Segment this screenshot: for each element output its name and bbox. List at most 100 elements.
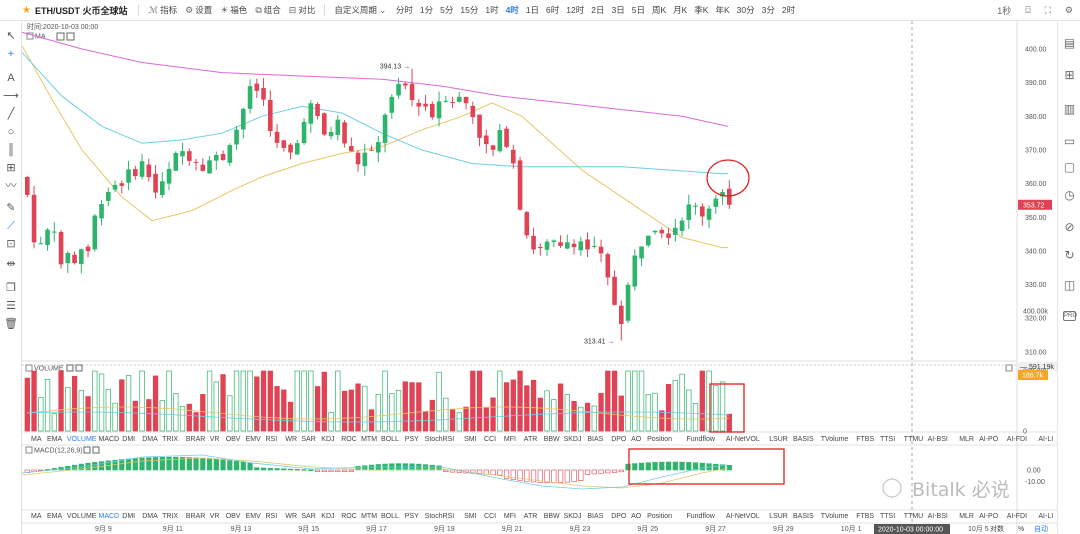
volume-bar[interactable]: [692, 403, 699, 432]
pane-expand-icon[interactable]: [1005, 364, 1013, 372]
volume-bar[interactable]: [200, 394, 206, 432]
candle-body[interactable]: [531, 235, 536, 250]
volume-bar[interactable]: [389, 393, 395, 432]
volume-bar[interactable]: [125, 375, 132, 432]
candle-body[interactable]: [443, 100, 449, 102]
volume-bar[interactable]: [490, 397, 496, 432]
volume-bar[interactable]: [51, 413, 57, 432]
indicator-tab-basis[interactable]: BASIS: [793, 513, 814, 520]
candle-body[interactable]: [166, 168, 172, 184]
candle-body[interactable]: [254, 83, 260, 91]
candle-body[interactable]: [477, 114, 482, 138]
indicator-tab-roc[interactable]: ROC: [341, 436, 357, 443]
candle-body[interactable]: [25, 176, 30, 195]
candle-body[interactable]: [727, 188, 732, 205]
volume-bar[interactable]: [233, 370, 240, 432]
indicator-tab-mlr[interactable]: MLR: [959, 513, 974, 520]
volume-bar[interactable]: [179, 406, 186, 432]
volume-bar[interactable]: [240, 370, 246, 432]
indicator-tab-sar[interactable]: SAR: [301, 513, 315, 520]
volume-bar[interactable]: [686, 389, 692, 432]
volume-bar[interactable]: [213, 381, 219, 432]
indicator-tab-ai-bsi[interactable]: AI-BSI: [928, 513, 948, 520]
volume-bar[interactable]: [618, 395, 624, 432]
volume-bar[interactable]: [227, 395, 233, 432]
wave-tool-icon[interactable]: 〰: [5, 180, 17, 192]
candle-body[interactable]: [484, 135, 489, 145]
volume-bar[interactable]: [665, 383, 672, 432]
indicator-tab-bias[interactable]: BIAS: [587, 513, 603, 520]
volume-bar[interactable]: [348, 389, 354, 432]
indicator-tab-wr[interactable]: WR: [285, 513, 297, 520]
indicator-tab-trix[interactable]: TRIX: [162, 513, 178, 520]
candle-body[interactable]: [619, 305, 624, 325]
indicator-tab-rsi[interactable]: RSI: [266, 513, 278, 520]
indicator-tab-dpo[interactable]: DPO: [611, 436, 627, 443]
message-icon[interactable]: ◫: [1063, 278, 1076, 292]
indicator-tab-bias[interactable]: BIAS: [587, 436, 603, 443]
candle-body[interactable]: [214, 154, 219, 161]
volume-bar[interactable]: [98, 373, 105, 432]
volume-bar[interactable]: [220, 374, 226, 432]
indicator-tab-ftbs[interactable]: FTBS: [856, 513, 874, 520]
indicator-tab-ai-po[interactable]: AI-PO: [979, 436, 999, 443]
pencil-icon[interactable]: ✎: [6, 202, 16, 214]
indicator-tab-obv[interactable]: OBV: [226, 436, 241, 443]
candle-body[interactable]: [106, 191, 111, 201]
indicator-tab-kdj[interactable]: KDJ: [321, 513, 334, 520]
indicator-tab-ai-li[interactable]: AI-LI: [1038, 513, 1053, 520]
candle-body[interactable]: [538, 246, 543, 249]
indicator-tab-ai-li[interactable]: AI-LI: [1038, 436, 1053, 443]
indicator-tab-lsur[interactable]: LSUR: [769, 436, 788, 443]
volume-bar[interactable]: [355, 383, 361, 432]
kline-chart[interactable]: 400.00 390.00 380.00 370.00 360.00 350.00 340.…: [22, 21, 1057, 534]
candle-body[interactable]: [295, 143, 300, 155]
volume-bar[interactable]: [416, 382, 422, 432]
candle-body[interactable]: [85, 246, 91, 252]
volume-bar[interactable]: [638, 370, 645, 432]
candle-body[interactable]: [592, 245, 597, 247]
bar-chart-icon[interactable]: ▥: [1063, 102, 1076, 116]
interval-tab[interactable]: 5分: [440, 5, 454, 15]
list-icon[interactable]: ☰: [6, 300, 16, 312]
volume-bar[interactable]: [584, 402, 591, 432]
candle-body[interactable]: [396, 83, 401, 96]
candle-body[interactable]: [470, 105, 476, 118]
candle-body[interactable]: [423, 103, 428, 107]
volume-bar[interactable]: [659, 410, 665, 432]
candle-body[interactable]: [112, 184, 118, 190]
candle-body[interactable]: [301, 121, 307, 144]
volume-bar[interactable]: [456, 412, 462, 432]
channel-tool-icon[interactable]: ║: [7, 144, 15, 156]
indicator-tab-dmi[interactable]: DMI: [122, 513, 135, 520]
volume-bar[interactable]: [699, 370, 705, 432]
collapse-icon[interactable]: [25, 446, 33, 454]
candle-body[interactable]: [504, 128, 509, 147]
candle-body[interactable]: [308, 103, 314, 124]
indicator-tab-ema[interactable]: EMA: [47, 513, 63, 520]
interval-tab[interactable]: 月K: [673, 5, 688, 15]
volume-bar[interactable]: [429, 399, 435, 432]
chat-icon[interactable]: ▢: [1063, 160, 1076, 174]
interval-tab[interactable]: 15分: [460, 5, 479, 15]
candle-body[interactable]: [288, 144, 293, 153]
volume-bar[interactable]: [159, 400, 165, 432]
candle-body[interactable]: [126, 169, 131, 183]
layers-icon[interactable]: ❐: [6, 282, 16, 294]
candle-body[interactable]: [92, 215, 98, 250]
indicator-tab-sar[interactable]: SAR: [301, 436, 315, 443]
gear-icon[interactable]: [92, 446, 100, 454]
volume-bar[interactable]: [173, 393, 179, 432]
candle-body[interactable]: [241, 108, 246, 130]
indicator-tab-volume[interactable]: VOLUME: [67, 436, 97, 443]
volume-bar[interactable]: [362, 385, 368, 432]
volume-bar[interactable]: [517, 370, 523, 432]
candle-body[interactable]: [45, 229, 50, 246]
interval-tab[interactable]: 30分: [736, 5, 755, 15]
candle-body[interactable]: [72, 254, 77, 263]
pro-badge-icon[interactable]: PRO: [1063, 311, 1078, 321]
volume-bar[interactable]: [321, 371, 327, 432]
candle-body[interactable]: [585, 239, 590, 250]
indicator-tab-stochrsi[interactable]: StochRSI: [425, 513, 455, 520]
candle-body[interactable]: [119, 183, 125, 186]
